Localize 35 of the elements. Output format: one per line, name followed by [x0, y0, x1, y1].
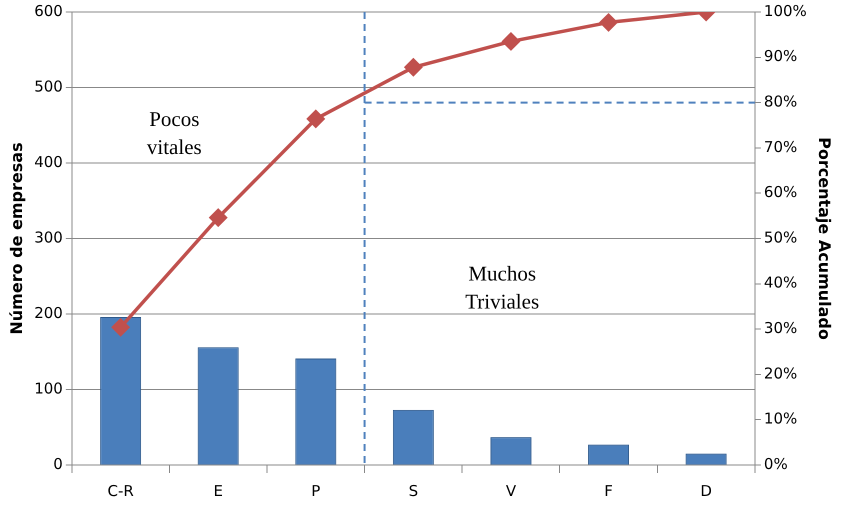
y2-tick-label: 50% [764, 228, 798, 246]
y2-tick-label: 0% [764, 454, 788, 473]
y-tick-label: 300 [34, 228, 63, 246]
y2-tick-label: 90% [764, 47, 798, 66]
point [112, 318, 130, 336]
x-tick-label: V [506, 482, 517, 500]
point [502, 32, 520, 50]
y2-tick-label: 60% [764, 183, 798, 202]
x-tick-label: C-R [107, 482, 134, 500]
point [600, 14, 618, 32]
y2-tick-label: 10% [764, 410, 798, 428]
annotation: Pocos vitales [146, 107, 202, 160]
x-tick-label: P [311, 482, 320, 500]
y2-tick-label: 70% [764, 138, 798, 156]
y-tick-label: 400 [34, 152, 63, 171]
y2-tick-label: 30% [764, 318, 798, 337]
y2-tick-label: 80% [764, 92, 798, 110]
y2-tick-label: 100% [764, 2, 807, 20]
point [404, 58, 422, 76]
y-tick-label: 500 [34, 77, 63, 96]
x-tick-label: S [408, 482, 418, 500]
x-tick-label: D [700, 482, 712, 500]
point [307, 110, 325, 128]
y-tick-label: 200 [34, 304, 63, 322]
y-tick-label: 0 [53, 454, 63, 473]
y-axis-title: Número de empresas [6, 142, 26, 335]
y-tick-label: 600 [34, 2, 63, 20]
y2-tick-label: 20% [764, 364, 798, 382]
y2-axis-title: Porcentaje Acumulado [815, 137, 834, 340]
annotation: Muchos Triviales [465, 261, 540, 314]
point [209, 208, 227, 226]
x-tick-label: E [213, 482, 223, 500]
y2-tick-label: 40% [764, 274, 798, 292]
y-tick-label: 100 [34, 379, 63, 398]
x-tick-label: F [604, 482, 613, 500]
